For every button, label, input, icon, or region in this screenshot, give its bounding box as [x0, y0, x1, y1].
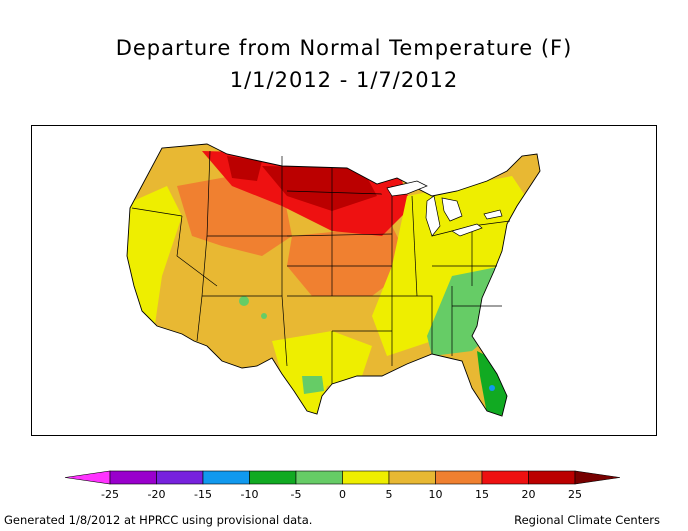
credit-text: Regional Climate Centers	[514, 513, 660, 527]
legend-tick-label: 5	[386, 488, 393, 501]
state-boundaries	[126, 143, 541, 417]
color-legend: -25 -20 -15 -10 -5 0 5 10 15 20 25	[64, 470, 620, 501]
legend-bin	[156, 470, 204, 485]
legend-tick-label: 20	[522, 488, 536, 501]
legend-tick-label: 25	[568, 488, 582, 501]
map-frame	[31, 125, 657, 436]
legend-bin	[481, 470, 529, 485]
legend-tick-label: 0	[339, 488, 346, 501]
legend-bin-above	[574, 470, 620, 485]
legend-bin	[202, 470, 250, 485]
map-date-range: 1/1/2012 - 1/7/2012	[229, 68, 459, 92]
legend-bin	[109, 470, 157, 485]
legend-tick-label: -15	[194, 488, 212, 501]
legend-bin-below	[64, 470, 111, 485]
generated-note: Generated 1/8/2012 at HPRCC using provis…	[4, 513, 313, 527]
legend-tick-label: 10	[429, 488, 443, 501]
legend-tick-label: -10	[241, 488, 259, 501]
legend-bin	[295, 470, 343, 485]
legend-tick-label: -25	[101, 488, 119, 501]
legend-bin	[528, 470, 576, 485]
legend-bin	[435, 470, 483, 485]
legend-tick-label: -5	[291, 488, 302, 501]
legend-bin	[342, 470, 390, 485]
temperature-departure-map	[126, 143, 541, 417]
temperature-departure-field	[127, 144, 540, 416]
map-title: Departure from Normal Temperature (F)	[115, 36, 573, 60]
legend-bin	[388, 470, 436, 485]
legend-tick-label: -20	[148, 488, 166, 501]
legend-bin	[249, 470, 297, 485]
legend-tick-label: 15	[475, 488, 489, 501]
great-lakes	[386, 180, 503, 237]
